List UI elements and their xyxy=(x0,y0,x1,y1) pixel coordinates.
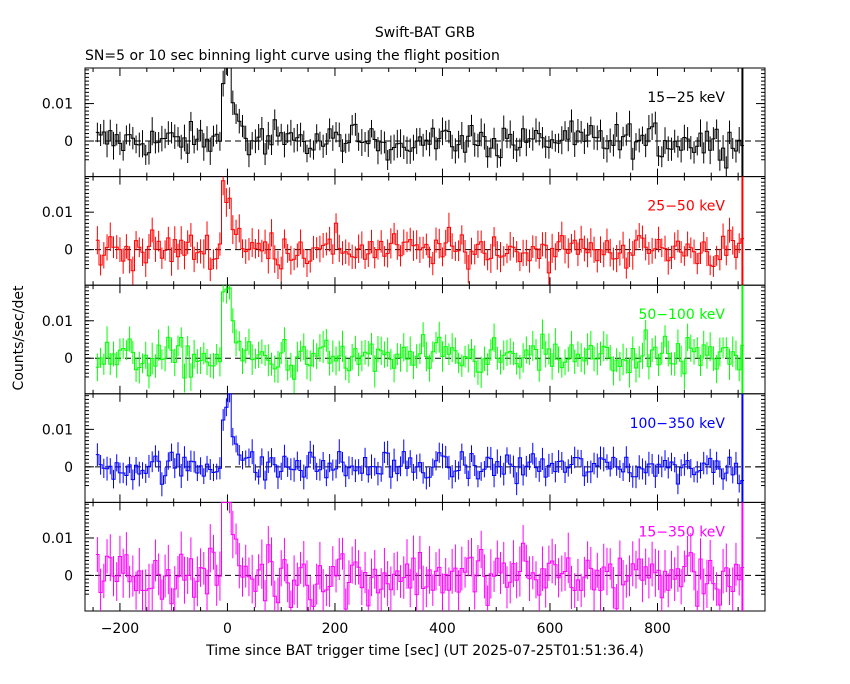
x-tick-label: 200 xyxy=(322,621,349,637)
light-curve-line xyxy=(95,180,744,274)
panel-0: 0 0.01 15−25 keV xyxy=(42,67,766,178)
y-tick-label: 0.01 xyxy=(42,205,73,221)
light-curve-line xyxy=(95,393,744,485)
y-tick-label: 0.01 xyxy=(42,314,73,330)
y-tick-label: 0.01 xyxy=(42,422,73,438)
y-tick-label: 0 xyxy=(64,134,73,150)
panel-2: 0 0.01 50−100 keV xyxy=(42,284,766,395)
y-tick-label: 0.01 xyxy=(42,531,73,547)
panel-frame xyxy=(84,67,766,178)
x-tick-label: 800 xyxy=(644,621,671,637)
light-curve-line xyxy=(95,67,744,169)
panel-label: 15−25 keV xyxy=(647,90,725,106)
panels-group: 0 0.01 15−25 keV 0 0.01 25−50 keV 0 0.01 50−100 … xyxy=(42,67,766,637)
panel-label: 50−100 keV xyxy=(638,307,725,323)
panel-4: 0 0.01 15−350 keV −200 0 200 400 600 800 xyxy=(42,501,766,637)
x-tick-label: 400 xyxy=(429,621,456,637)
light-curve-line xyxy=(95,287,744,380)
chart-subtitle: SN=5 or 10 sec binning light curve using… xyxy=(85,48,500,64)
y-tick-label: 0 xyxy=(64,460,73,476)
light-curve-line xyxy=(95,501,744,610)
panel-3: 0 0.01 100−350 keV xyxy=(42,393,766,503)
panel-label: 25−50 keV xyxy=(647,199,725,215)
y-axis-label: Counts/sec/det xyxy=(11,285,27,390)
y-tick-label: 0 xyxy=(64,351,73,367)
x-axis-label: Time since BAT trigger time [sec] (UT 20… xyxy=(205,643,644,659)
panel-label: 100−350 keV xyxy=(630,416,726,432)
y-tick-label: 0 xyxy=(64,568,73,584)
y-tick-label: 0 xyxy=(64,243,73,259)
panel-frame xyxy=(84,393,766,503)
chart-title: Swift-BAT GRB xyxy=(375,25,475,41)
panel-label: 15−350 keV xyxy=(638,524,725,540)
y-tick-label: 0.01 xyxy=(42,97,73,113)
x-tick-label: −200 xyxy=(101,621,139,637)
panel-frame xyxy=(84,176,766,286)
x-tick-label: 0 xyxy=(223,621,232,637)
x-tick-label: 600 xyxy=(537,621,564,637)
panel-1: 0 0.01 25−50 keV xyxy=(42,176,766,286)
